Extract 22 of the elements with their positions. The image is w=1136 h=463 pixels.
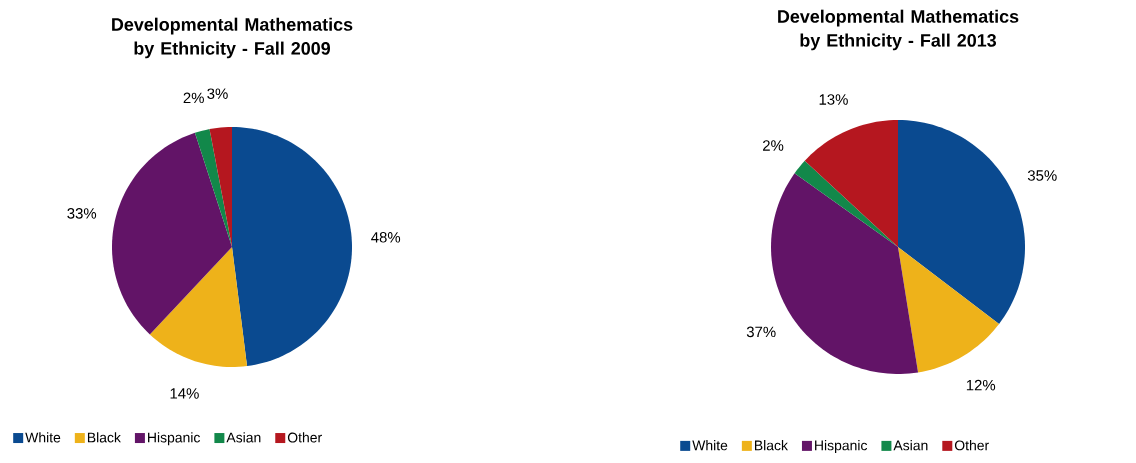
legend-label: Black [87, 432, 121, 443]
legend-label: Hispanic [148, 432, 201, 446]
data-label: 2% [763, 140, 784, 151]
legend-label: Asian [226, 432, 261, 443]
data-label: 48% [371, 232, 401, 243]
data-label: 2% [183, 92, 204, 104]
legend-label: White [25, 432, 61, 443]
data-label: 14% [170, 388, 199, 399]
legend-label: Asian [893, 440, 928, 451]
data-label: 37% [746, 326, 776, 338]
legend-label: Black [754, 440, 788, 451]
data-label: 33% [67, 208, 97, 219]
chart-title: Developmental Mathematics by Ethnicity - Fall 2013 [778, 9, 1019, 51]
legend-label: Other [954, 440, 989, 451]
chart-title: Developmental Mathematics by Ethnicity - Fall 2009 [112, 17, 353, 59]
legend-label: Hispanic [815, 440, 868, 454]
data-label: 35% [1027, 170, 1057, 181]
legend-label: White [692, 440, 728, 451]
data-label: 13% [819, 94, 848, 105]
legend-label: Other [287, 432, 322, 443]
data-label: 12% [966, 379, 996, 391]
data-label: 3% [207, 88, 228, 99]
